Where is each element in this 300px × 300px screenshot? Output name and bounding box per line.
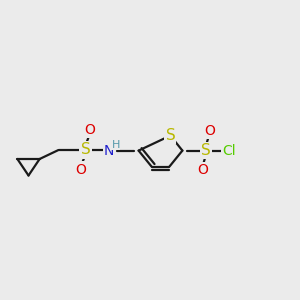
Text: O: O xyxy=(76,163,86,176)
Text: N: N xyxy=(104,144,114,158)
Text: S: S xyxy=(81,142,90,158)
Text: O: O xyxy=(204,124,215,137)
Text: S: S xyxy=(166,128,175,143)
Text: S: S xyxy=(201,143,211,158)
Text: H: H xyxy=(112,140,120,150)
Text: O: O xyxy=(197,164,208,177)
Text: Cl: Cl xyxy=(222,144,236,158)
Text: O: O xyxy=(85,123,95,136)
